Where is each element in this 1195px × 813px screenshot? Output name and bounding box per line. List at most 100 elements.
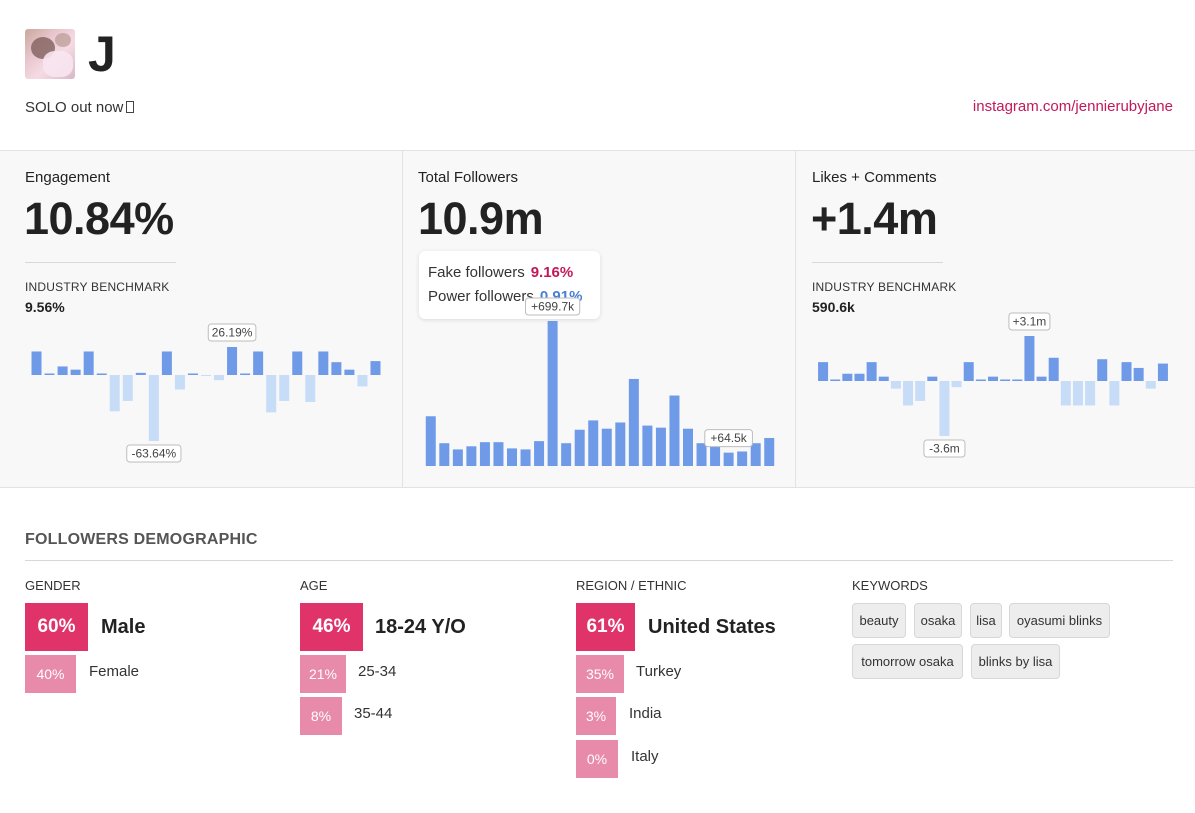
age-label-35-44: 35-44: [354, 705, 393, 722]
chart-bar: [601, 428, 612, 466]
engagement-panel: Engagement 10.84% INDUSTRY BENCHMARK 9.5…: [0, 151, 403, 487]
chart-bar: [764, 438, 775, 466]
chart-bar: [214, 375, 225, 381]
chart-bar: [507, 448, 517, 466]
region-row-us: 61% United States: [576, 603, 836, 655]
region-column: REGION / ETHNIC 61% United States 35% Tu…: [576, 578, 836, 780]
chart-bar: [830, 379, 841, 381]
percent-badge: 46%: [300, 603, 363, 651]
age-label: AGE: [300, 578, 328, 593]
avatar[interactable]: [25, 29, 75, 79]
data-label: +699.7k: [525, 297, 581, 316]
benchmark-label: INDUSTRY BENCHMARK: [812, 280, 957, 294]
chart-bar: [425, 416, 436, 466]
chart-bar: [628, 378, 639, 466]
gender-label-female: Female: [89, 663, 140, 680]
chart-bar: [279, 375, 290, 401]
keyword-chip[interactable]: osaka: [914, 603, 962, 638]
benchmark-value: 590.6k: [812, 299, 855, 315]
age-column: AGE 46% 18-24 Y/O 21% 25-34 8% 35-44: [300, 578, 550, 737]
profile-name: J: [88, 26, 116, 82]
chart-bar: [83, 351, 94, 375]
engagement-value: 10.84%: [24, 193, 174, 244]
profile-header: J SOLO out now instagram.com/jennierubyj…: [0, 0, 1195, 150]
emoji-icon: [126, 101, 135, 113]
chart-bar: [1097, 359, 1108, 381]
chart-bar: [988, 376, 998, 381]
chart-bar: [161, 351, 172, 375]
divider: [812, 262, 943, 263]
data-label: +3.1m: [1008, 312, 1051, 331]
instagram-link[interactable]: instagram.com/jennierubyjane: [972, 98, 1173, 115]
age-label-18-24: 18-24 Y/O: [375, 616, 466, 638]
svg-text:+3.1m: +3.1m: [1013, 315, 1047, 329]
chart-bar: [122, 375, 133, 401]
chart-bar: [96, 373, 107, 375]
region-label-italy: Italy: [631, 748, 659, 765]
chart-bar: [561, 443, 572, 466]
chart-bar: [1109, 381, 1120, 406]
chart-bar: [1060, 381, 1071, 406]
bio-text: SOLO out now: [25, 99, 124, 116]
svg-text:+64.5k: +64.5k: [710, 431, 747, 445]
region-label-turkey: Turkey: [636, 663, 682, 680]
keyword-chip[interactable]: oyasumi blinks: [1009, 603, 1110, 638]
chart-bar: [479, 442, 490, 466]
chart-bar: [1121, 362, 1132, 381]
chart-bar: [520, 449, 531, 466]
chart-bar: [1157, 363, 1168, 381]
age-row-35-44: 8% 35-44: [300, 697, 550, 737]
chart-bar: [588, 420, 599, 466]
chart-bar: [975, 379, 986, 381]
chart-bar: [547, 321, 558, 466]
percent-badge: 40%: [25, 655, 76, 693]
chart-bar: [927, 376, 938, 381]
likes-value: +1.4m: [811, 193, 938, 244]
data-label: 26.19%: [207, 323, 257, 342]
age-label-25-34: 25-34: [358, 663, 397, 680]
chart-bar: [842, 373, 853, 381]
keyword-chip[interactable]: lisa: [970, 603, 1002, 638]
age-row-18-24: 46% 18-24 Y/O: [300, 603, 550, 655]
region-label: REGION / ETHNIC: [576, 578, 687, 593]
profile-bio: SOLO out now: [25, 99, 135, 116]
keyword-chip[interactable]: beauty: [852, 603, 906, 638]
chart-bar: [318, 351, 329, 375]
region-label-us: United States: [648, 616, 776, 638]
gender-label: GENDER: [25, 578, 81, 593]
gender-column: GENDER 60% Male 40% Female: [25, 578, 275, 695]
chart-bar: [266, 375, 277, 413]
chart-bar: [240, 373, 251, 375]
keywords-column: KEYWORDS: [852, 578, 1182, 603]
region-row-italy: 0% Italy: [576, 740, 836, 780]
fake-followers-row: Fake followers 9.16%: [428, 264, 573, 281]
likes-panel: Likes + Comments +1.4m INDUSTRY BENCHMAR…: [796, 151, 1195, 487]
keyword-chip[interactable]: tomorrow osaka: [852, 644, 963, 679]
chart-bar: [534, 441, 545, 466]
percent-badge: 8%: [300, 697, 342, 735]
chart-bar: [963, 362, 974, 381]
chart-bar: [951, 381, 962, 388]
chart-bar: [1000, 379, 1011, 381]
region-label-india: India: [629, 705, 662, 722]
data-label: -3.6m: [923, 439, 966, 458]
chart-bar: [750, 443, 761, 466]
chart-bar: [1036, 376, 1047, 381]
chart-bar: [866, 362, 877, 381]
stats-band: Engagement 10.84% INDUSTRY BENCHMARK 9.5…: [0, 150, 1195, 488]
keyword-chip[interactable]: blinks by lisa: [971, 644, 1060, 679]
demographic-title: FOLLOWERS DEMOGRAPHIC: [25, 531, 258, 548]
likes-title: Likes + Comments: [812, 169, 937, 186]
chart-bar: [1072, 381, 1083, 406]
chart-bar: [1012, 379, 1023, 381]
followers-title: Total Followers: [418, 169, 519, 186]
chart-bar: [187, 373, 198, 375]
chart-bar: [439, 443, 450, 466]
chart-bar: [1024, 336, 1035, 381]
gender-row-male: 60% Male: [25, 603, 275, 655]
followers-value: 10.9m: [418, 193, 544, 244]
svg-text:-3.6m: -3.6m: [929, 442, 960, 456]
svg-text:+699.7k: +699.7k: [531, 300, 575, 314]
percent-badge: 35%: [576, 655, 624, 693]
chart-bar: [344, 369, 355, 375]
